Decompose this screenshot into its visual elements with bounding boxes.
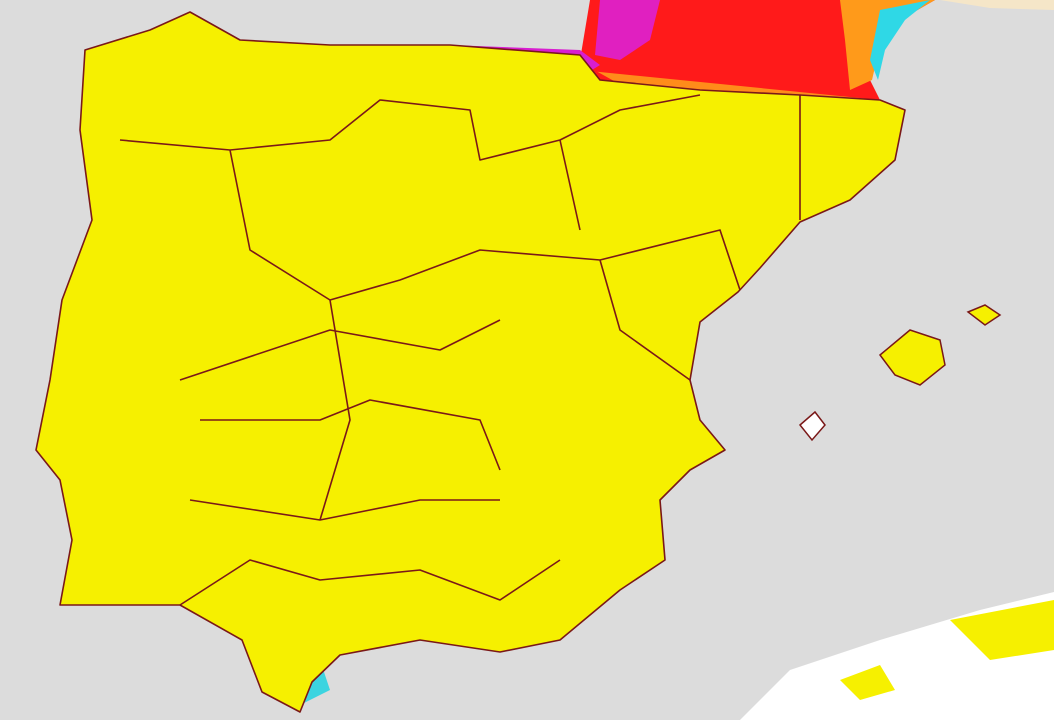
france-coast-cool: [870, 0, 930, 80]
france-magenta: [595, 0, 660, 60]
africa-warm: [950, 600, 1054, 660]
island: [966, 304, 1002, 326]
africa-warm: [840, 665, 895, 700]
france-coast-warm: [840, 0, 935, 90]
island: [878, 329, 946, 386]
island: [798, 410, 826, 442]
france-edge: [940, 0, 1054, 10]
region-borders: [119, 94, 801, 606]
